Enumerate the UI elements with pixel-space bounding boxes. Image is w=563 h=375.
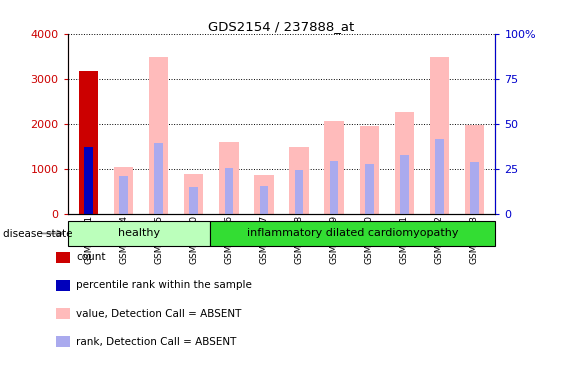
- Bar: [149, 57, 168, 214]
- Bar: [254, 175, 274, 214]
- Text: value, Detection Call = ABSENT: value, Detection Call = ABSENT: [76, 309, 242, 318]
- Bar: [435, 139, 444, 214]
- Bar: [260, 186, 269, 214]
- Bar: [84, 147, 93, 214]
- Bar: [225, 168, 233, 214]
- Bar: [365, 164, 374, 214]
- Bar: [360, 126, 379, 214]
- Bar: [68, 221, 210, 246]
- Bar: [79, 70, 99, 214]
- Bar: [430, 57, 449, 214]
- Bar: [189, 187, 198, 214]
- Text: inflammatory dilated cardiomyopathy: inflammatory dilated cardiomyopathy: [247, 228, 458, 238]
- Bar: [210, 221, 495, 246]
- Text: rank, Detection Call = ABSENT: rank, Detection Call = ABSENT: [76, 337, 236, 346]
- Bar: [330, 161, 338, 214]
- Bar: [184, 174, 203, 214]
- Bar: [324, 121, 344, 214]
- Bar: [400, 155, 409, 214]
- Title: GDS2154 / 237888_at: GDS2154 / 237888_at: [208, 20, 355, 33]
- Bar: [219, 142, 239, 214]
- Bar: [470, 162, 479, 214]
- Text: healthy: healthy: [118, 228, 160, 238]
- Bar: [289, 147, 309, 214]
- Bar: [119, 176, 128, 214]
- Text: percentile rank within the sample: percentile rank within the sample: [76, 280, 252, 290]
- Bar: [395, 112, 414, 214]
- Bar: [114, 166, 133, 214]
- Bar: [464, 124, 484, 214]
- Text: count: count: [76, 252, 105, 262]
- Bar: [84, 147, 93, 214]
- Text: disease state: disease state: [3, 229, 72, 238]
- Bar: [154, 143, 163, 214]
- Bar: [79, 70, 99, 214]
- Bar: [294, 170, 303, 214]
